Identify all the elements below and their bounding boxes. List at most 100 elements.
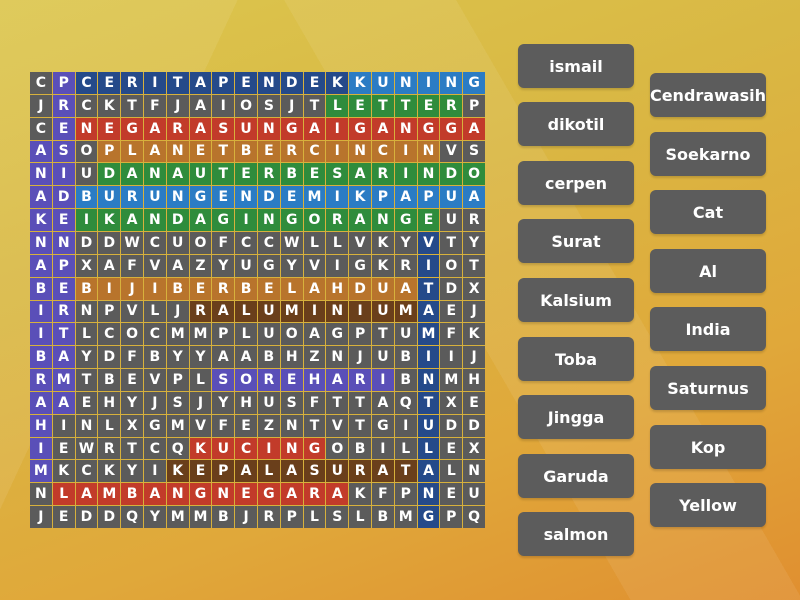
grid-cell[interactable]: C bbox=[143, 437, 166, 460]
grid-cell[interactable]: A bbox=[303, 117, 326, 140]
grid-cell[interactable]: D bbox=[280, 72, 303, 94]
grid-cell[interactable]: A bbox=[143, 483, 166, 506]
grid-cell[interactable]: L bbox=[121, 140, 143, 163]
word-button[interactable]: Kop bbox=[650, 425, 766, 469]
grid-cell[interactable]: L bbox=[75, 323, 98, 346]
grid-cell[interactable]: E bbox=[121, 369, 143, 391]
grid-cell[interactable]: G bbox=[121, 117, 143, 140]
grid-cell[interactable]: I bbox=[143, 460, 166, 483]
grid-cell[interactable]: N bbox=[326, 346, 349, 369]
grid-cell[interactable]: H bbox=[303, 369, 326, 391]
grid-cell[interactable]: C bbox=[30, 72, 52, 94]
grid-cell[interactable]: J bbox=[463, 346, 485, 369]
grid-cell[interactable]: K bbox=[30, 209, 52, 231]
grid-cell[interactable]: M bbox=[30, 460, 52, 483]
grid-cell[interactable]: L bbox=[303, 231, 326, 254]
grid-cell[interactable]: D bbox=[52, 186, 75, 209]
grid-cell[interactable]: A bbox=[303, 323, 326, 346]
word-button[interactable]: Surat bbox=[518, 219, 634, 263]
grid-cell[interactable]: G bbox=[440, 117, 463, 140]
grid-cell[interactable]: V bbox=[417, 231, 440, 254]
grid-cell[interactable]: T bbox=[417, 277, 440, 300]
grid-cell[interactable]: T bbox=[303, 414, 326, 437]
grid-cell[interactable]: B bbox=[98, 369, 121, 391]
grid-cell[interactable]: E bbox=[257, 277, 280, 300]
grid-cell[interactable]: N bbox=[75, 414, 98, 437]
grid-cell[interactable]: P bbox=[166, 369, 189, 391]
grid-cell[interactable]: J bbox=[189, 391, 212, 414]
grid-cell[interactable]: K bbox=[98, 94, 121, 117]
grid-cell[interactable]: M bbox=[166, 323, 189, 346]
grid-cell[interactable]: S bbox=[52, 140, 75, 163]
grid-cell[interactable]: G bbox=[326, 323, 349, 346]
grid-cell[interactable]: R bbox=[394, 254, 417, 277]
grid-cell[interactable]: J bbox=[166, 300, 189, 323]
grid-cell[interactable]: O bbox=[235, 94, 257, 117]
word-button[interactable]: cerpen bbox=[518, 161, 634, 205]
grid-cell[interactable]: R bbox=[98, 437, 121, 460]
grid-cell[interactable]: O bbox=[463, 163, 485, 186]
grid-cell[interactable]: W bbox=[280, 231, 303, 254]
grid-cell[interactable]: D bbox=[463, 414, 485, 437]
grid-cell[interactable]: L bbox=[394, 437, 417, 460]
grid-cell[interactable]: T bbox=[212, 140, 235, 163]
grid-cell[interactable]: P bbox=[52, 254, 75, 277]
grid-cell[interactable]: A bbox=[189, 209, 212, 231]
grid-cell[interactable]: N bbox=[166, 140, 189, 163]
word-button[interactable]: ismail bbox=[518, 44, 634, 88]
grid-cell[interactable]: G bbox=[189, 483, 212, 506]
grid-cell[interactable]: A bbox=[30, 254, 52, 277]
grid-cell[interactable]: A bbox=[417, 460, 440, 483]
grid-cell[interactable]: D bbox=[440, 414, 463, 437]
grid-cell[interactable]: C bbox=[235, 437, 257, 460]
grid-cell[interactable]: A bbox=[189, 117, 212, 140]
grid-cell[interactable]: G bbox=[394, 209, 417, 231]
grid-cell[interactable]: S bbox=[257, 94, 280, 117]
grid-cell[interactable]: H bbox=[235, 391, 257, 414]
grid-cell[interactable]: E bbox=[417, 209, 440, 231]
grid-cell[interactable]: E bbox=[417, 94, 440, 117]
grid-cell[interactable]: S bbox=[303, 460, 326, 483]
grid-cell[interactable]: B bbox=[143, 346, 166, 369]
grid-cell[interactable]: E bbox=[440, 437, 463, 460]
grid-cell[interactable]: A bbox=[394, 277, 417, 300]
grid-cell[interactable]: E bbox=[303, 163, 326, 186]
grid-cell[interactable]: R bbox=[257, 506, 280, 528]
grid-cell[interactable]: I bbox=[440, 346, 463, 369]
grid-cell[interactable]: A bbox=[371, 391, 394, 414]
grid-cell[interactable]: E bbox=[349, 94, 371, 117]
grid-cell[interactable]: A bbox=[121, 209, 143, 231]
grid-cell[interactable]: E bbox=[212, 186, 235, 209]
grid-cell[interactable]: B bbox=[371, 506, 394, 528]
grid-cell[interactable]: E bbox=[98, 117, 121, 140]
grid-cell[interactable]: I bbox=[143, 277, 166, 300]
grid-cell[interactable]: M bbox=[394, 300, 417, 323]
grid-cell[interactable]: N bbox=[417, 163, 440, 186]
grid-cell[interactable]: K bbox=[98, 209, 121, 231]
grid-cell[interactable]: R bbox=[440, 94, 463, 117]
grid-cell[interactable]: E bbox=[52, 117, 75, 140]
grid-cell[interactable]: V bbox=[189, 414, 212, 437]
grid-cell[interactable]: B bbox=[235, 277, 257, 300]
grid-cell[interactable]: L bbox=[303, 506, 326, 528]
grid-cell[interactable]: T bbox=[371, 94, 394, 117]
grid-cell[interactable]: I bbox=[417, 254, 440, 277]
grid-cell[interactable]: X bbox=[463, 437, 485, 460]
grid-cell[interactable]: R bbox=[303, 483, 326, 506]
grid-cell[interactable]: A bbox=[30, 391, 52, 414]
grid-cell[interactable]: K bbox=[189, 437, 212, 460]
grid-cell[interactable]: A bbox=[189, 72, 212, 94]
grid-cell[interactable]: A bbox=[166, 254, 189, 277]
grid-cell[interactable]: U bbox=[235, 254, 257, 277]
grid-cell[interactable]: B bbox=[349, 437, 371, 460]
grid-cell[interactable]: P bbox=[371, 186, 394, 209]
grid-cell[interactable]: I bbox=[326, 140, 349, 163]
grid-cell[interactable]: R bbox=[52, 300, 75, 323]
grid-cell[interactable]: M bbox=[394, 506, 417, 528]
grid-cell[interactable]: A bbox=[30, 140, 52, 163]
grid-cell[interactable]: N bbox=[75, 117, 98, 140]
grid-cell[interactable]: K bbox=[371, 254, 394, 277]
grid-cell[interactable]: A bbox=[280, 483, 303, 506]
grid-cell[interactable]: I bbox=[52, 163, 75, 186]
grid-cell[interactable]: V bbox=[303, 254, 326, 277]
